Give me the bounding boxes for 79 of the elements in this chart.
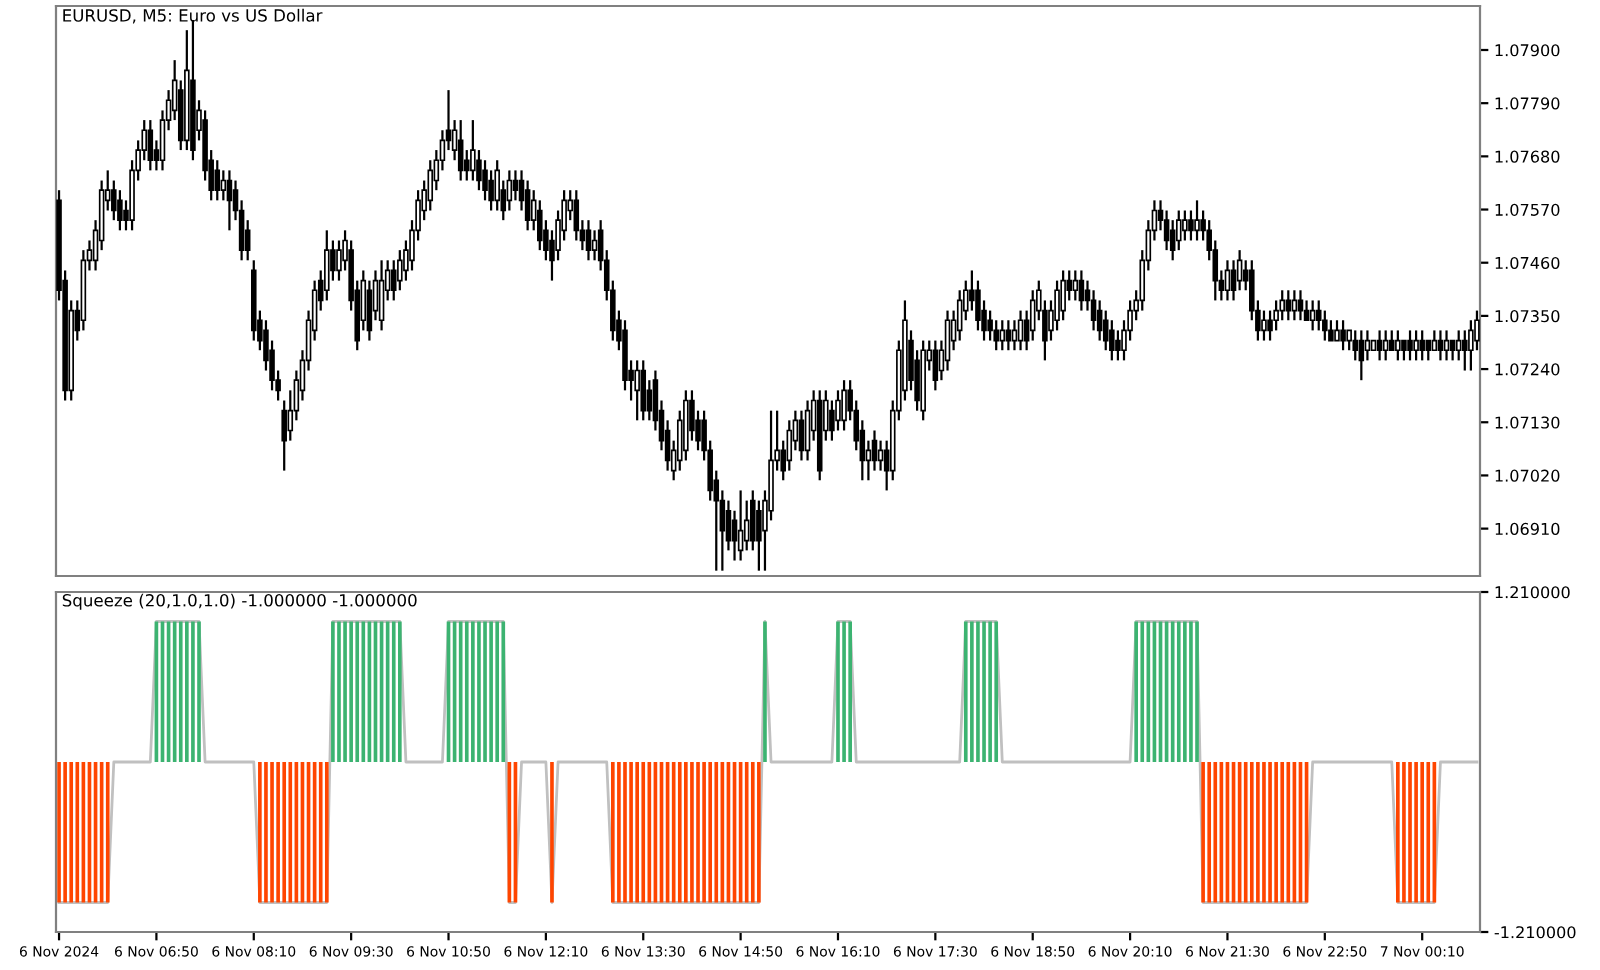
candlestick (1072, 269, 1079, 302)
candlestick (798, 409, 805, 462)
candlestick (871, 429, 878, 472)
candlestick (1017, 309, 1024, 352)
candlestick (1060, 269, 1066, 322)
candlestick (1443, 329, 1450, 362)
candlestick (1029, 289, 1036, 342)
candlestick (1346, 329, 1352, 352)
y-tick-label: 1.07460 (1495, 256, 1560, 270)
y-tick-label: 1.07570 (1495, 203, 1560, 216)
y-tick-label: 1.210000 (1495, 586, 1570, 599)
y-tick-label: 1.07790 (1495, 97, 1560, 110)
chart-title: EURUSD, M5: Euro vs US Dollar (63, 8, 323, 24)
candlestick (1340, 319, 1346, 352)
candlestick (993, 319, 999, 352)
candlestick (1419, 329, 1425, 362)
y-tick-label: 1.07350 (1495, 310, 1560, 323)
y-tick-label: 1.07130 (1495, 416, 1560, 429)
candlestick (1328, 319, 1334, 342)
candlestick (1413, 329, 1419, 362)
candlestick (1078, 269, 1085, 312)
candlestick (1175, 209, 1182, 252)
candlestick (1236, 249, 1243, 292)
candlestick (987, 309, 993, 342)
candlestick (506, 169, 513, 212)
candlestick (1376, 329, 1383, 362)
candlestick (1352, 329, 1359, 362)
y-tick-label: 1.07900 (1495, 44, 1560, 57)
candlestick (1224, 259, 1231, 302)
candlestick (226, 169, 233, 232)
candlestick (1261, 309, 1267, 342)
candlestick (1169, 219, 1176, 262)
candlestick (1109, 319, 1115, 362)
candlestick (1431, 329, 1438, 352)
candlestick (457, 118, 464, 182)
candlestick (463, 148, 470, 182)
candlestick (1188, 209, 1194, 242)
candlestick (1364, 329, 1371, 362)
candlestick (1358, 329, 1365, 382)
candlestick (1182, 209, 1188, 242)
candlestick (378, 259, 385, 332)
candlestick (1425, 339, 1432, 362)
candlestick (1309, 299, 1316, 332)
candlestick (841, 379, 847, 432)
candlestick (1382, 329, 1389, 362)
candlestick (1437, 329, 1444, 362)
candlestick (1115, 329, 1121, 362)
candlestick (585, 219, 592, 262)
y-tick-label: 1.07680 (1495, 150, 1560, 163)
candlestick (494, 159, 500, 212)
candlestick (1401, 339, 1407, 362)
candlestick (220, 169, 227, 202)
candlestick (1334, 319, 1340, 342)
candlestick (634, 359, 640, 422)
candlestick (117, 189, 123, 232)
y-tick-label: 1.07020 (1495, 469, 1560, 482)
candlestick (214, 159, 221, 202)
candlestick (932, 339, 939, 392)
candlestick (1407, 329, 1413, 362)
y-tick-label: 1.06910 (1495, 522, 1560, 535)
candlestick (1279, 289, 1286, 322)
candlestick (1455, 329, 1462, 362)
candlestick (1388, 329, 1395, 352)
candlestick (956, 289, 963, 342)
y-tick-label: -1.210000 (1494, 926, 1576, 939)
candlestick (944, 309, 951, 372)
candlestick (1395, 329, 1401, 362)
candlestick (1462, 329, 1468, 372)
candlestick (786, 419, 793, 472)
y-tick-label: 1.07240 (1495, 363, 1560, 376)
candlestick (737, 489, 744, 562)
candlestick (470, 118, 476, 182)
candlestick (1194, 199, 1200, 242)
candlestick (573, 189, 580, 242)
candlestick (1449, 339, 1456, 362)
candlestick (640, 359, 647, 422)
candlestick (147, 118, 154, 172)
candlestick (1468, 319, 1474, 372)
chart-title: Squeeze (20,1.0,1.0) -1.000000 -1.000000 (62, 593, 417, 610)
